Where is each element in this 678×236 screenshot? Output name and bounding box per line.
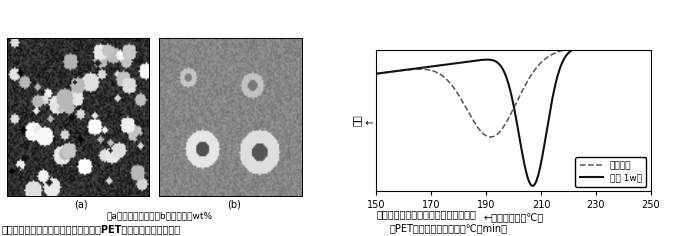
核剤なし	[589, 44, 597, 46]
核剤 1w％	[589, 44, 597, 46]
Text: （a）；核剤なし，（b）；核剤１wt%: （a）；核剤なし，（b）；核剤１wt%	[106, 211, 212, 220]
核剤 1w％	[506, 87, 514, 90]
核剤 1w％	[647, 36, 655, 39]
核剤なし	[639, 37, 647, 40]
Y-axis label: 発熱
↑: 発熱 ↑	[352, 114, 374, 126]
核剤なし	[498, 127, 506, 130]
核剤なし	[372, 72, 380, 75]
X-axis label: ←　走査温度（℃）: ← 走査温度（℃）	[483, 213, 544, 223]
Legend: 核剤なし, 核剤 1w％: 核剤なし, 核剤 1w％	[576, 157, 646, 187]
核剤 1w％	[386, 70, 395, 73]
核剤 1w％	[372, 72, 380, 75]
核剤 1w％	[529, 185, 537, 187]
Text: 図２　結晶核剤の結晶化温度への効果: 図２ 結晶核剤の結晶化温度への効果	[376, 209, 476, 219]
Line: 核剤 1w％: 核剤 1w％	[376, 38, 651, 186]
Text: (a): (a)	[75, 199, 88, 209]
核剤なし	[647, 36, 655, 39]
Line: 核剤なし: 核剤なし	[376, 38, 651, 137]
核剤なし	[487, 136, 495, 139]
Text: (b): (b)	[227, 199, 241, 209]
核剤なし	[639, 37, 647, 40]
核剤 1w％	[639, 37, 647, 40]
核剤 1w％	[639, 37, 647, 40]
Text: 図１　結晶核剤の球晶形成への効果（PET，偏光顕微鏡暗視野）: 図１ 結晶核剤の球晶形成への効果（PET，偏光顕微鏡暗視野）	[1, 224, 180, 234]
Text: （PET，　冷却速度；１０℃／min）: （PET， 冷却速度；１０℃／min）	[390, 223, 508, 233]
核剤なし	[506, 114, 514, 117]
核剤なし	[386, 71, 395, 73]
核剤 1w％	[498, 67, 506, 70]
